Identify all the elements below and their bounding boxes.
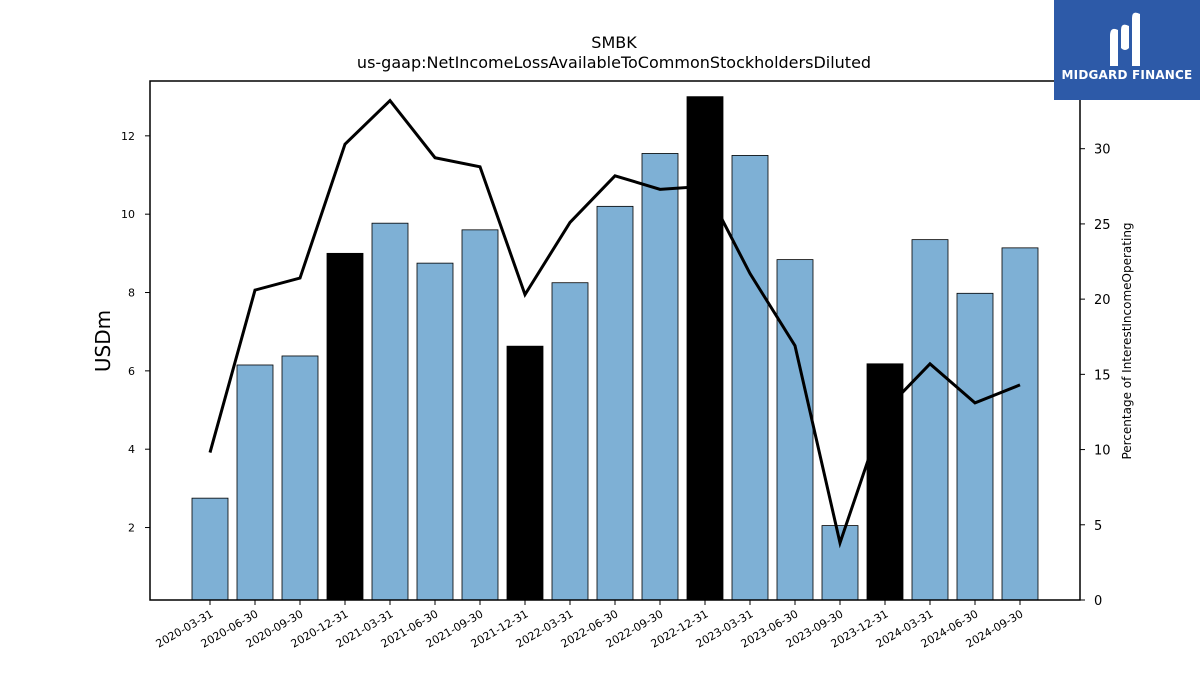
bar-2020-09-30 <box>281 355 319 601</box>
bar-2020-03-31 <box>191 497 229 601</box>
brand-logo: MIDGARD FINANCE <box>1054 0 1200 100</box>
y2-tick-label: 10 <box>1094 444 1111 459</box>
bar-2021-03-31 <box>371 222 409 601</box>
y2-tick-label: 30 <box>1094 143 1111 158</box>
bar-2023-12-31 <box>866 363 904 601</box>
chart-title: SMBK <box>591 33 637 52</box>
y-axis-label: USDm <box>91 310 115 372</box>
brand-logo-text: MIDGARD FINANCE <box>1061 68 1193 82</box>
bar-2021-06-30 <box>416 262 454 601</box>
y2-tick-label: 25 <box>1094 218 1111 233</box>
bar-2022-03-31 <box>551 282 589 601</box>
bar-2024-09-30 <box>1001 247 1039 601</box>
bar-2022-09-30 <box>641 153 679 601</box>
bar-2020-06-30 <box>236 364 274 601</box>
percentage-line <box>208 98 1021 549</box>
midgard-logo-icon <box>1110 12 1140 67</box>
bar-2024-03-31 <box>911 239 949 601</box>
y-tick-label: 10 <box>121 208 135 221</box>
y2-tick-label: 0 <box>1094 594 1102 609</box>
bar-2023-03-31 <box>731 155 769 601</box>
y-tick-label: 2 <box>128 522 135 535</box>
bar-2020-12-31 <box>326 252 364 601</box>
y-tick-label: 4 <box>128 443 135 456</box>
bar-2023-06-30 <box>776 259 814 601</box>
y2-tick-label: 15 <box>1094 368 1111 383</box>
y2-axis-label: Percentage of InterestIncomeOperating <box>1120 222 1134 459</box>
y2-tick-label: 20 <box>1094 293 1111 308</box>
bar-2024-06-30 <box>956 292 994 601</box>
bar-2022-06-30 <box>596 205 634 601</box>
chart-subtitle: us-gaap:NetIncomeLossAvailableToCommonSt… <box>357 53 871 72</box>
y-tick-label: 12 <box>121 130 135 143</box>
y-tick-label: 6 <box>128 365 135 378</box>
bar-2021-09-30 <box>461 229 499 601</box>
bar-2022-12-31 <box>686 96 724 601</box>
y2-tick-label: 5 <box>1094 519 1102 534</box>
bar-2021-12-31 <box>506 345 544 601</box>
y-tick-label: 8 <box>128 287 135 300</box>
